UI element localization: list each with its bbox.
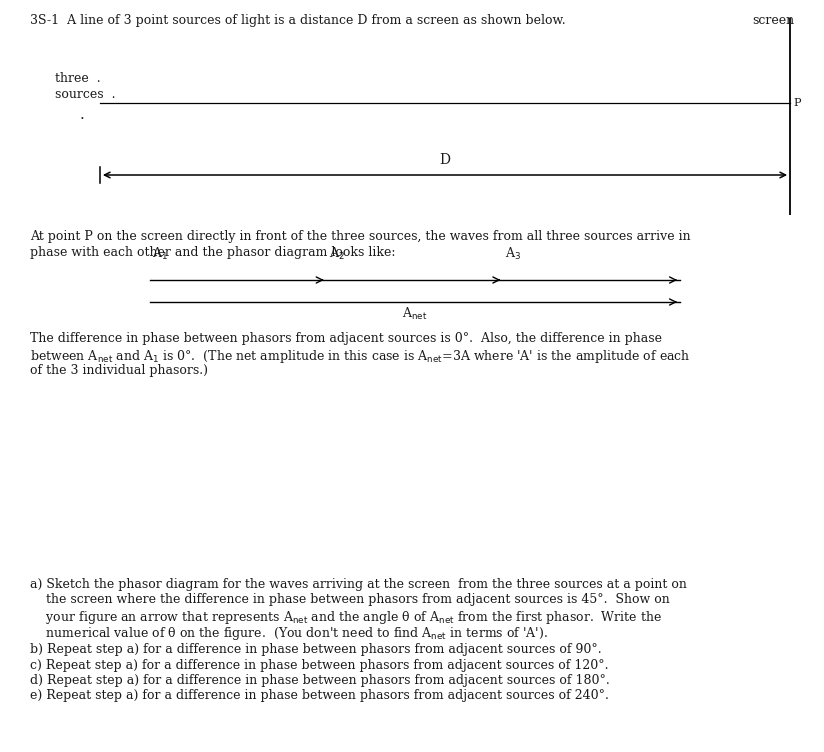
Text: P: P [793, 98, 800, 108]
Text: c) Repeat step a) for a difference in phase between phasors from adjacent source: c) Repeat step a) for a difference in ph… [30, 659, 608, 672]
Text: between A$_\mathrm{net}$ and A$_1$ is 0°.  (The net amplitude in this case is A$: between A$_\mathrm{net}$ and A$_1$ is 0°… [30, 348, 691, 365]
Text: screen: screen [751, 14, 794, 27]
Text: e) Repeat step a) for a difference in phase between phasors from adjacent source: e) Repeat step a) for a difference in ph… [30, 690, 609, 702]
Text: sources  .: sources . [55, 88, 115, 101]
Text: A$_3$: A$_3$ [505, 246, 522, 262]
Text: A$_\mathrm{net}$: A$_\mathrm{net}$ [402, 306, 428, 322]
Text: a) Sketch the phasor diagram for the waves arriving at the screen  from the thre: a) Sketch the phasor diagram for the wav… [30, 578, 687, 591]
Text: .: . [80, 108, 85, 122]
Text: numerical value of θ on the figure.  (You don't need to find A$_\mathrm{net}$ in: numerical value of θ on the figure. (You… [30, 624, 548, 641]
Text: b) Repeat step a) for a difference in phase between phasors from adjacent source: b) Repeat step a) for a difference in ph… [30, 643, 602, 656]
Text: phase with each other and the phasor diagram looks like:: phase with each other and the phasor dia… [30, 246, 396, 259]
Text: D: D [439, 153, 451, 167]
Text: A$_1$: A$_1$ [152, 246, 168, 262]
Text: A$_2$: A$_2$ [329, 246, 344, 262]
Text: d) Repeat step a) for a difference in phase between phasors from adjacent source: d) Repeat step a) for a difference in ph… [30, 674, 610, 687]
Text: your figure an arrow that represents A$_\mathrm{net}$ and the angle θ of A$_\mat: your figure an arrow that represents A$_… [30, 609, 662, 626]
Text: the screen where the difference in phase between phasors from adjacent sources i: the screen where the difference in phase… [30, 593, 670, 607]
Text: The difference in phase between phasors from adjacent sources is 0°.  Also, the : The difference in phase between phasors … [30, 332, 662, 345]
Text: of the 3 individual phasors.): of the 3 individual phasors.) [30, 364, 208, 377]
Text: three  .: three . [55, 72, 101, 85]
Text: At point P on the screen directly in front of the three sources, the waves from : At point P on the screen directly in fro… [30, 230, 691, 243]
Text: 3S-1  A line of 3 point sources of light is a distance D from a screen as shown : 3S-1 A line of 3 point sources of light … [30, 14, 565, 27]
